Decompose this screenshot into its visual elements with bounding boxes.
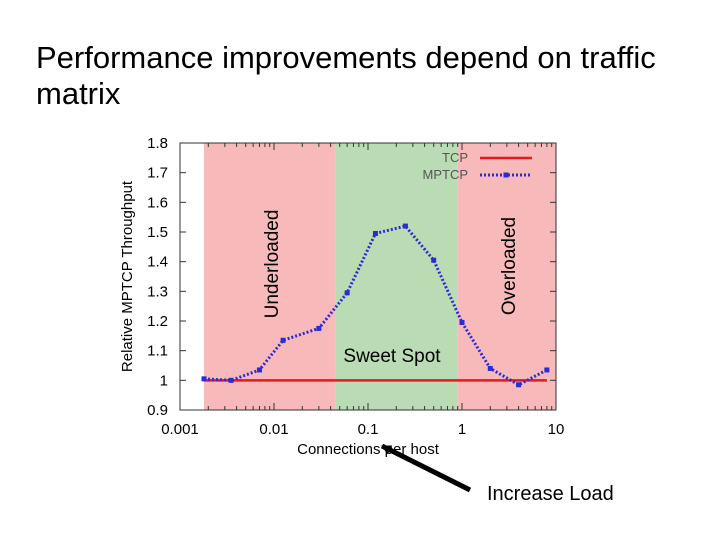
- region-2: [457, 143, 556, 410]
- y-tick-label: 1.6: [147, 194, 168, 211]
- x-tick-label: 0.01: [259, 421, 288, 438]
- x-tick-label: 0.001: [161, 421, 199, 438]
- legend-label-tcp: TCP: [442, 150, 468, 165]
- y-tick-label: 1.4: [147, 254, 168, 271]
- increase-load-label: Increase Load: [487, 483, 614, 505]
- y-tick-label: 1.2: [147, 313, 168, 330]
- increase-load-arrow: [380, 443, 472, 493]
- slide-title: Performance improvements depend on traff…: [36, 40, 656, 111]
- data-point: [372, 230, 378, 236]
- data-point: [256, 367, 262, 373]
- data-point: [316, 325, 322, 331]
- data-point: [344, 290, 350, 296]
- data-point: [280, 337, 286, 343]
- data-point: [487, 365, 493, 371]
- y-tick-label: 1.7: [147, 165, 168, 182]
- region-label-underloaded: Underloaded: [262, 210, 283, 319]
- region-label-sweet-spot: Sweet Spot: [343, 346, 441, 367]
- x-tick-label: 1: [458, 421, 466, 438]
- y-tick-label: 1: [160, 372, 168, 389]
- data-point: [459, 319, 465, 325]
- y-tick-label: 1.3: [147, 283, 168, 300]
- y-axis-title: Relative MPTCP Throughput: [119, 180, 136, 372]
- data-point: [516, 382, 522, 388]
- region-1: [335, 143, 458, 410]
- y-tick-label: 1.1: [147, 343, 168, 360]
- y-tick-label: 1.5: [147, 224, 168, 241]
- legend-label-mptcp: MPTCP: [423, 167, 469, 182]
- x-tick-label: 10: [548, 421, 565, 438]
- data-point: [201, 376, 207, 382]
- x-tick-label: 0.1: [358, 421, 379, 438]
- region-0: [203, 143, 336, 410]
- region-label-overloaded: Overloaded: [499, 217, 520, 315]
- data-point: [402, 223, 408, 229]
- y-tick-label: 0.9: [147, 402, 168, 419]
- x-axis-title: Connections per host: [297, 441, 440, 458]
- data-point: [544, 367, 550, 373]
- y-tick-label: 1.8: [147, 135, 168, 152]
- legend-marker: [503, 172, 509, 178]
- data-point: [431, 257, 437, 263]
- data-point: [228, 377, 234, 383]
